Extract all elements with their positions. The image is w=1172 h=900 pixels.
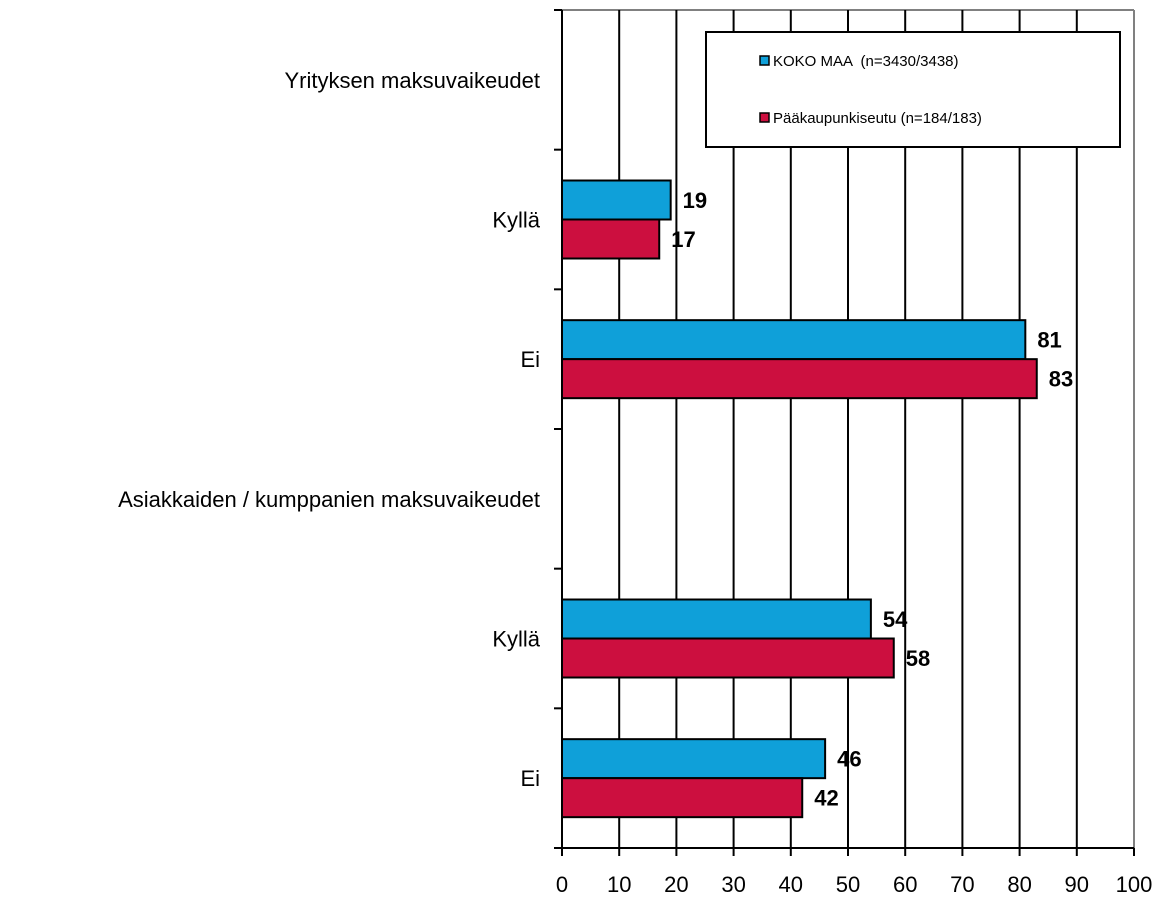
legend-label-koko-maa: KOKO MAA (n=3430/3438) bbox=[773, 53, 959, 70]
value-label: 58 bbox=[906, 646, 930, 671]
legend-swatch-koko-maa bbox=[759, 55, 770, 66]
value-label: 19 bbox=[683, 188, 707, 213]
value-label: 83 bbox=[1049, 367, 1073, 392]
x-tick-label: 90 bbox=[1065, 872, 1089, 897]
x-tick-label: 30 bbox=[721, 872, 745, 897]
value-label: 42 bbox=[814, 786, 838, 811]
bar bbox=[561, 218, 661, 260]
x-tick-label: 60 bbox=[893, 872, 917, 897]
category-label: Asiakkaiden / kumppanien maksuvaikeudet bbox=[118, 487, 540, 512]
value-label: 17 bbox=[671, 227, 695, 252]
bar bbox=[561, 777, 804, 819]
gridlines bbox=[562, 9, 1134, 848]
bar bbox=[561, 179, 672, 221]
category-label: Kyllä bbox=[492, 627, 540, 652]
category-label: Ei bbox=[520, 347, 540, 372]
category-label: Yrityksen maksuvaikeudet bbox=[284, 68, 540, 93]
bar bbox=[561, 637, 895, 679]
category-label: Kyllä bbox=[492, 208, 540, 233]
bar bbox=[561, 319, 1027, 361]
legend-box bbox=[705, 31, 1121, 148]
axes bbox=[554, 9, 1135, 856]
x-tick-label: 70 bbox=[950, 872, 974, 897]
x-tick-label: 50 bbox=[836, 872, 860, 897]
value-label: 46 bbox=[837, 747, 861, 772]
legend-label-paakaupunkiseutu: Pääkaupunkiseutu (n=184/183) bbox=[773, 110, 982, 127]
legend-swatch-paakaupunkiseutu bbox=[759, 112, 770, 123]
bar bbox=[561, 738, 827, 780]
x-tick-label: 100 bbox=[1116, 872, 1153, 897]
value-label: 54 bbox=[883, 607, 908, 632]
bar bbox=[561, 598, 872, 640]
category-label: Ei bbox=[520, 766, 540, 791]
category-labels: Yrityksen maksuvaikeudet Kyllä Ei Asiakkaid… bbox=[118, 68, 541, 791]
x-tick-label: 80 bbox=[1007, 872, 1031, 897]
x-tick-label: 40 bbox=[779, 872, 803, 897]
x-tick-label: 10 bbox=[607, 872, 631, 897]
x-tick-label: 20 bbox=[664, 872, 688, 897]
x-tick-labels: 0 10 20 30 40 50 60 70 80 90 100 bbox=[556, 872, 1152, 897]
bar bbox=[561, 358, 1038, 400]
value-label: 81 bbox=[1037, 328, 1061, 353]
x-tick-label: 0 bbox=[556, 872, 568, 897]
bars bbox=[561, 179, 1038, 819]
legend: KOKO MAA (n=3430/3438) Pääkaupunkiseutu … bbox=[705, 31, 1121, 148]
value-labels: 19 81 54 46 17 83 58 42 bbox=[671, 188, 1073, 811]
